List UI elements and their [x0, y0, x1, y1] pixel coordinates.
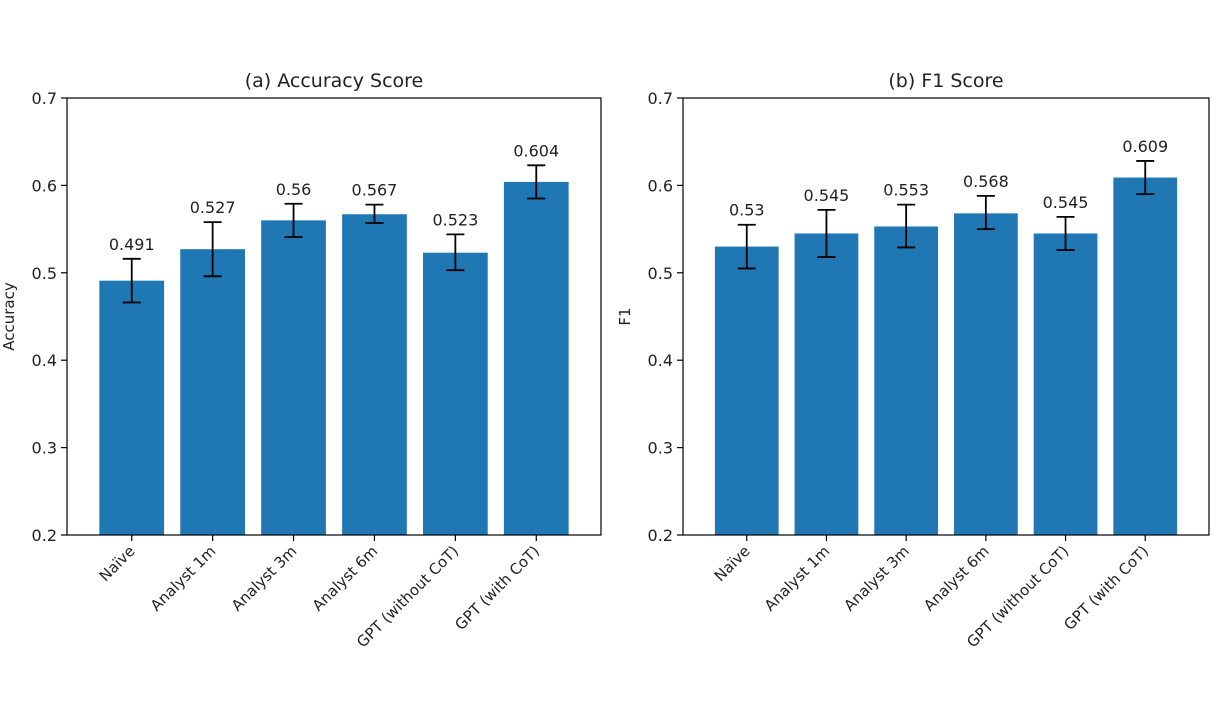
- y-tick-label: 0.7: [32, 89, 57, 108]
- bar: [714, 246, 779, 535]
- y-axis-label: Accuracy: [0, 282, 18, 351]
- error-bar: [122, 257, 141, 304]
- error-bar: [203, 221, 222, 278]
- y-tick-label: 0.5: [32, 264, 57, 283]
- x-tick-label: Analyst 6m: [309, 542, 382, 615]
- bar: [1113, 177, 1178, 535]
- error-bar: [1056, 215, 1075, 251]
- error-bar: [527, 164, 546, 200]
- bar: [874, 226, 939, 535]
- x-tick-label: Analyst 3m: [840, 542, 913, 615]
- y-tick-label: 0.2: [648, 526, 673, 545]
- y-tick-label: 0.6: [32, 176, 57, 195]
- bar: [342, 214, 407, 535]
- data-label: 0.609: [1122, 137, 1168, 156]
- error-bar: [446, 233, 465, 272]
- data-label: 0.604: [513, 141, 559, 160]
- bar: [953, 213, 1018, 536]
- chart-f1: 0.53 0.545 0.553 0.568 0.545 0.609 0.2 0.3 0.4 0.…: [616, 70, 1210, 651]
- bar: [423, 252, 488, 535]
- y-tick-label: 0.3: [648, 439, 673, 458]
- error-bar: [976, 194, 995, 231]
- y-tick-label: 0.4: [648, 351, 673, 370]
- y-tick-label: 0.2: [32, 526, 57, 545]
- x-tick-label: Analyst 3m: [228, 542, 301, 615]
- y-tick-label: 0.7: [648, 89, 673, 108]
- data-label: 0.491: [109, 235, 155, 254]
- chart-title: (b) F1 Score: [888, 70, 1003, 92]
- x-tick-label: Naïve: [711, 542, 754, 585]
- error-bar: [1136, 160, 1155, 196]
- bar: [99, 280, 165, 535]
- bar: [261, 220, 326, 536]
- x-tick-label: Naïve: [96, 542, 139, 585]
- y-axis-label: F1: [616, 307, 634, 325]
- bar: [180, 249, 245, 535]
- y-tick-label: 0.6: [648, 176, 673, 195]
- data-label: 0.56: [276, 180, 312, 199]
- x-tick-label: GPT (with CoT): [451, 542, 543, 634]
- x-tick-label: GPT (with CoT): [1060, 542, 1152, 634]
- chart-accuracy: 0.491 0.527 0.56 0.567 0.523 0.604 0.2 0.3 0.4 0.…: [0, 70, 602, 651]
- data-label: 0.553: [883, 181, 929, 200]
- x-tick-label: Analyst 1m: [761, 542, 834, 615]
- y-tick-label: 0.3: [32, 439, 57, 458]
- axes-frame: [682, 97, 1210, 536]
- bar: [1033, 233, 1098, 535]
- data-label: 0.545: [804, 186, 850, 205]
- x-tick-label: Analyst 1m: [147, 542, 220, 615]
- data-label: 0.523: [432, 210, 478, 229]
- bar: [794, 233, 859, 535]
- y-tick-label: 0.5: [648, 264, 673, 283]
- chart-title: (a) Accuracy Score: [245, 70, 424, 92]
- data-label: 0.567: [352, 181, 398, 200]
- error-bar: [365, 203, 384, 224]
- data-label: 0.568: [963, 172, 1009, 191]
- bar: [503, 181, 569, 536]
- data-label: 0.527: [190, 198, 236, 217]
- axes-frame: [66, 97, 602, 536]
- y-tick-label: 0.4: [32, 351, 57, 370]
- error-bar: [737, 223, 756, 270]
- error-bar: [284, 202, 303, 238]
- data-label: 0.545: [1043, 193, 1089, 212]
- data-label: 0.53: [729, 201, 765, 220]
- error-bar: [897, 203, 916, 249]
- x-tick-label: Analyst 6m: [920, 542, 993, 615]
- error-bar: [817, 208, 836, 258]
